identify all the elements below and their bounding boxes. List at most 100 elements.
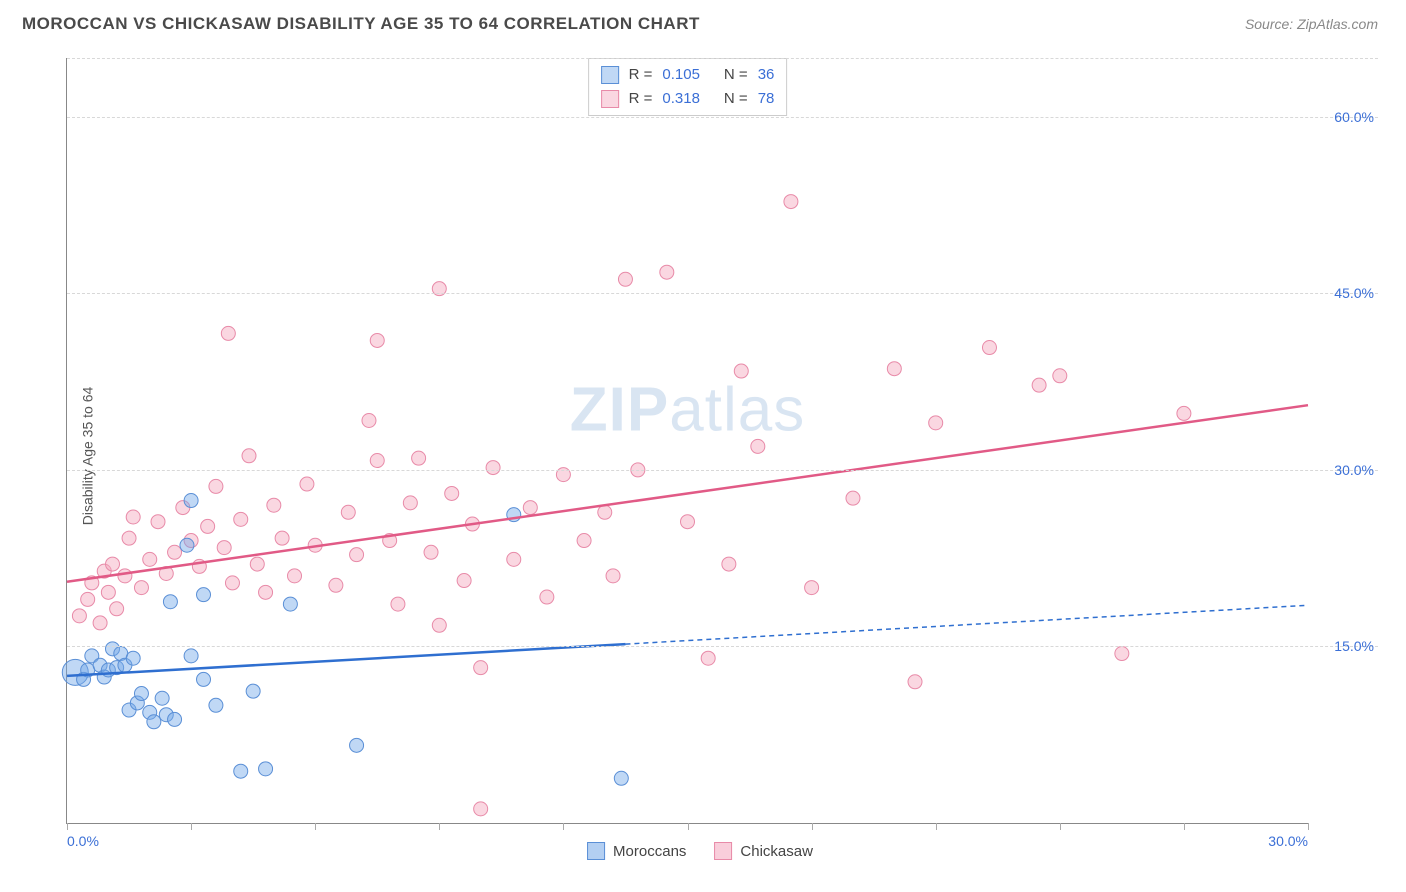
data-point-chickasaw [701, 651, 715, 665]
x-tick [812, 823, 813, 830]
data-point-chickasaw [1032, 378, 1046, 392]
scatter-plot-svg [67, 58, 1308, 823]
data-point-chickasaw [201, 519, 215, 533]
data-point-chickasaw [751, 439, 765, 453]
data-point-moroccans [163, 595, 177, 609]
legend-label: Moroccans [613, 843, 686, 860]
stats-row-chickasaw: R = 0.318N = 78 [601, 87, 775, 111]
plot-area: ZIPatlas R = 0.105N = 36R = 0.318N = 78 … [66, 58, 1308, 824]
x-tick [439, 823, 440, 830]
data-point-moroccans [184, 494, 198, 508]
x-tick [936, 823, 937, 830]
data-point-moroccans [614, 771, 628, 785]
data-point-moroccans [246, 684, 260, 698]
data-point-chickasaw [350, 548, 364, 562]
data-point-moroccans [184, 649, 198, 663]
data-point-chickasaw [391, 597, 405, 611]
data-point-chickasaw [486, 461, 500, 475]
gridline-horizontal [67, 58, 1378, 59]
data-point-chickasaw [93, 616, 107, 630]
stats-n-label: N = [724, 63, 748, 87]
data-point-chickasaw [474, 802, 488, 816]
x-tick [1184, 823, 1185, 830]
data-point-moroccans [197, 588, 211, 602]
data-point-chickasaw [275, 531, 289, 545]
x-tick-label: 0.0% [67, 833, 99, 849]
data-point-chickasaw [424, 545, 438, 559]
legend-swatch [714, 842, 732, 860]
legend-label: Chickasaw [740, 843, 813, 860]
y-tick-label: 15.0% [1334, 638, 1374, 654]
data-point-moroccans [180, 538, 194, 552]
data-point-chickasaw [784, 195, 798, 209]
data-point-chickasaw [805, 581, 819, 595]
stats-r-label: R = [629, 63, 653, 87]
source-attribution: Source: ZipAtlas.com [1245, 16, 1378, 32]
data-point-chickasaw [300, 477, 314, 491]
x-tick-label: 30.0% [1268, 833, 1308, 849]
data-point-chickasaw [143, 552, 157, 566]
data-point-chickasaw [403, 496, 417, 510]
data-point-chickasaw [259, 585, 273, 599]
data-point-chickasaw [722, 557, 736, 571]
stats-n-value: 36 [758, 63, 775, 87]
data-point-chickasaw [598, 505, 612, 519]
x-tick [67, 823, 68, 830]
chart-header: MOROCCAN VS CHICKASAW DISABILITY AGE 35 … [0, 0, 1406, 44]
data-point-chickasaw [217, 541, 231, 555]
chart-title: MOROCCAN VS CHICKASAW DISABILITY AGE 35 … [22, 14, 700, 34]
data-point-chickasaw [168, 545, 182, 559]
data-point-moroccans [259, 762, 273, 776]
data-point-chickasaw [370, 333, 384, 347]
stats-swatch-chickasaw [601, 90, 619, 108]
regression-line-chickasaw [67, 405, 1308, 582]
data-point-chickasaw [982, 341, 996, 355]
x-tick [315, 823, 316, 830]
data-point-moroccans [234, 764, 248, 778]
data-point-moroccans [197, 672, 211, 686]
data-point-chickasaw [234, 512, 248, 526]
data-point-chickasaw [267, 498, 281, 512]
correlation-stats-box: R = 0.105N = 36R = 0.318N = 78 [588, 58, 788, 116]
data-point-chickasaw [445, 486, 459, 500]
stats-r-value: 0.318 [662, 87, 700, 111]
data-point-chickasaw [362, 413, 376, 427]
data-point-chickasaw [106, 557, 120, 571]
data-point-chickasaw [209, 479, 223, 493]
data-point-chickasaw [887, 362, 901, 376]
series-legend: Moroccans Chickasaw [587, 842, 813, 860]
stats-r-label: R = [629, 87, 653, 111]
data-point-chickasaw [242, 449, 256, 463]
legend-swatch [587, 842, 605, 860]
x-tick [1308, 823, 1309, 830]
data-point-moroccans [168, 712, 182, 726]
gridline-horizontal [67, 470, 1378, 471]
data-point-chickasaw [81, 592, 95, 606]
data-point-moroccans [147, 715, 161, 729]
data-point-chickasaw [225, 576, 239, 590]
y-tick-label: 60.0% [1334, 109, 1374, 125]
y-tick-label: 45.0% [1334, 285, 1374, 301]
data-point-chickasaw [618, 272, 632, 286]
data-point-chickasaw [122, 531, 136, 545]
data-point-chickasaw [134, 581, 148, 595]
data-point-chickasaw [1053, 369, 1067, 383]
gridline-horizontal [67, 117, 1378, 118]
data-point-chickasaw [329, 578, 343, 592]
data-point-chickasaw [118, 569, 132, 583]
data-point-chickasaw [432, 618, 446, 632]
y-tick-label: 30.0% [1334, 462, 1374, 478]
data-point-chickasaw [151, 515, 165, 529]
data-point-chickasaw [507, 552, 521, 566]
data-point-chickasaw [606, 569, 620, 583]
data-point-chickasaw [1115, 647, 1129, 661]
data-point-moroccans [350, 738, 364, 752]
stats-swatch-moroccans [601, 66, 619, 84]
x-tick [563, 823, 564, 830]
gridline-horizontal [67, 293, 1378, 294]
stats-r-value: 0.105 [662, 63, 700, 87]
regression-line-moroccans-dashed [625, 605, 1308, 644]
data-point-chickasaw [110, 602, 124, 616]
chart-container: Disability Age 35 to 64 ZIPatlas R = 0.1… [22, 48, 1378, 864]
stats-n-label: N = [724, 87, 748, 111]
